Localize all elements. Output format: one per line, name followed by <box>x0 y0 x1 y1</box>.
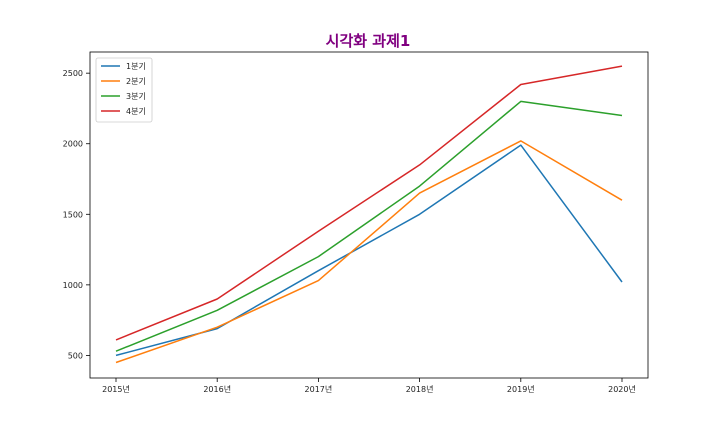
x-tick-label: 2015년 <box>102 384 130 394</box>
series-line-1 <box>115 144 623 357</box>
series-line-2 <box>115 140 623 364</box>
x-axis: 2015년 2016년 2017년 2018년 2019년 2020년 <box>102 378 636 394</box>
legend-box <box>95 57 153 123</box>
x-tick-label: 2016년 <box>203 384 231 394</box>
x-tick-label: 2020년 <box>608 384 636 394</box>
plot-area <box>89 51 649 379</box>
y-tick-label: 1500 <box>63 210 83 219</box>
series-line-4 <box>115 65 623 341</box>
legend-label: 3분기 <box>126 92 146 101</box>
y-tick-label: 2500 <box>63 69 83 78</box>
y-tick-label: 2000 <box>63 140 83 149</box>
series-line-3 <box>115 100 623 352</box>
y-tick-label: 500 <box>68 351 83 360</box>
y-axis: 500 1000 1500 2000 2500 <box>63 69 90 360</box>
x-tick-label: 2018년 <box>406 384 434 394</box>
x-tick-label: 2017년 <box>305 384 333 394</box>
x-tick-label: 2019년 <box>507 384 535 394</box>
y-tick-label: 1000 <box>63 281 83 290</box>
chart-title: 시각화 과제1 <box>326 32 411 50</box>
legend-label: 4분기 <box>126 107 146 116</box>
legend-label: 1분기 <box>126 62 146 71</box>
series-group <box>115 65 623 364</box>
legend: 1분기 2분기 3분기 4분기 <box>95 57 153 123</box>
legend-label: 2분기 <box>126 77 146 86</box>
